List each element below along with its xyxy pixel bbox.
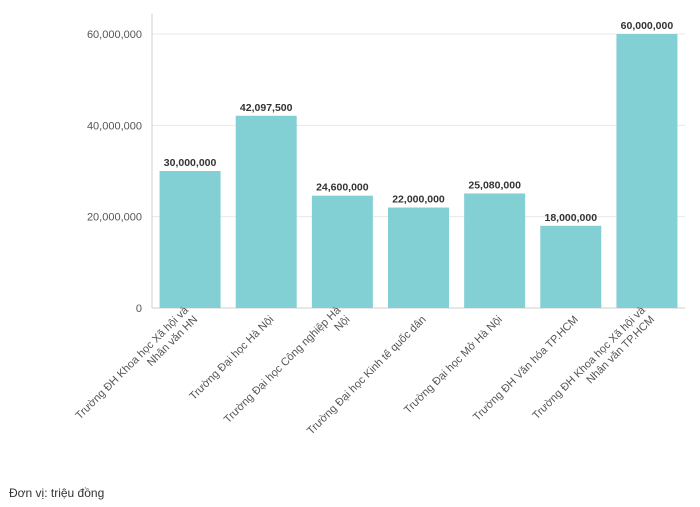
bar — [235, 115, 297, 308]
unit-note: Đơn vị: triệu đồng — [9, 486, 105, 500]
data-label: 60,000,000 — [621, 20, 674, 32]
bar-chart: 0 20,000,000 40,000,000 60,000,000 30,000,00… — [73, 14, 685, 437]
bar — [464, 193, 526, 308]
bar — [159, 171, 221, 308]
data-label: 24,600,000 — [316, 182, 369, 194]
data-label: 42,097,500 — [240, 102, 293, 114]
data-label: 22,000,000 — [392, 194, 445, 206]
y-tick-label: 20,000,000 — [87, 212, 142, 224]
y-tick-label: 40,000,000 — [87, 120, 142, 132]
data-label: 25,080,000 — [468, 179, 521, 191]
data-label: 30,000,000 — [164, 157, 217, 169]
y-tick-label: 60,000,000 — [87, 29, 142, 41]
bar — [388, 207, 449, 308]
y-tick-label: 0 — [136, 303, 142, 315]
x-tick-label: Trường ĐH Khoa học Xã hội vàNhân văn HN — [73, 304, 200, 431]
data-label: 18,000,000 — [545, 212, 598, 224]
bar — [311, 195, 373, 308]
x-tick-label: Trường ĐH Khoa học Xã hội vàNhân văn TP.… — [530, 304, 657, 431]
bar — [540, 225, 602, 308]
bar — [616, 34, 678, 308]
